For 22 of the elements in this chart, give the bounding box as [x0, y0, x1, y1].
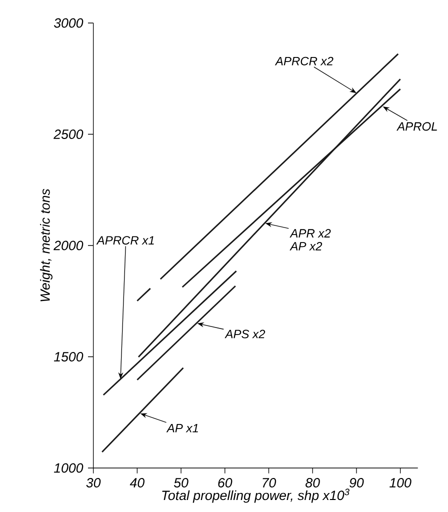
- y-tick-label: 2500: [54, 130, 84, 139]
- x-tick-label: 30: [86, 478, 101, 488]
- x-tick-label: 90: [350, 478, 364, 488]
- annotation: AP x1: [166, 424, 198, 432]
- x-tick-label: 50: [174, 478, 188, 488]
- x-tick-label: 60: [218, 478, 232, 488]
- annotation: APS x2: [224, 330, 266, 338]
- y-tick-label: 3000: [54, 18, 84, 28]
- x-axis-title: Total propelling power, shp x10$^{3}$: [162, 488, 350, 503]
- x-tick-label: 70: [262, 478, 276, 488]
- x-tick-label: 40: [130, 478, 145, 488]
- y-tick-label: 1500: [54, 352, 84, 362]
- annotation: AP x2: [290, 242, 322, 250]
- x-tick-label: 80: [306, 478, 320, 488]
- y-tick-label: 2000: [54, 240, 84, 250]
- y-tick-label: 1000: [54, 463, 84, 473]
- annotation: APR x2: [290, 229, 331, 238]
- y-axis-title: Weight, metric tons: [40, 188, 52, 302]
- x-tick-label: 100: [390, 478, 412, 488]
- annotation: APRCR x2: [274, 56, 334, 66]
- annotation: APROL: [396, 122, 437, 131]
- annotation: APRCR x1: [96, 236, 154, 245]
